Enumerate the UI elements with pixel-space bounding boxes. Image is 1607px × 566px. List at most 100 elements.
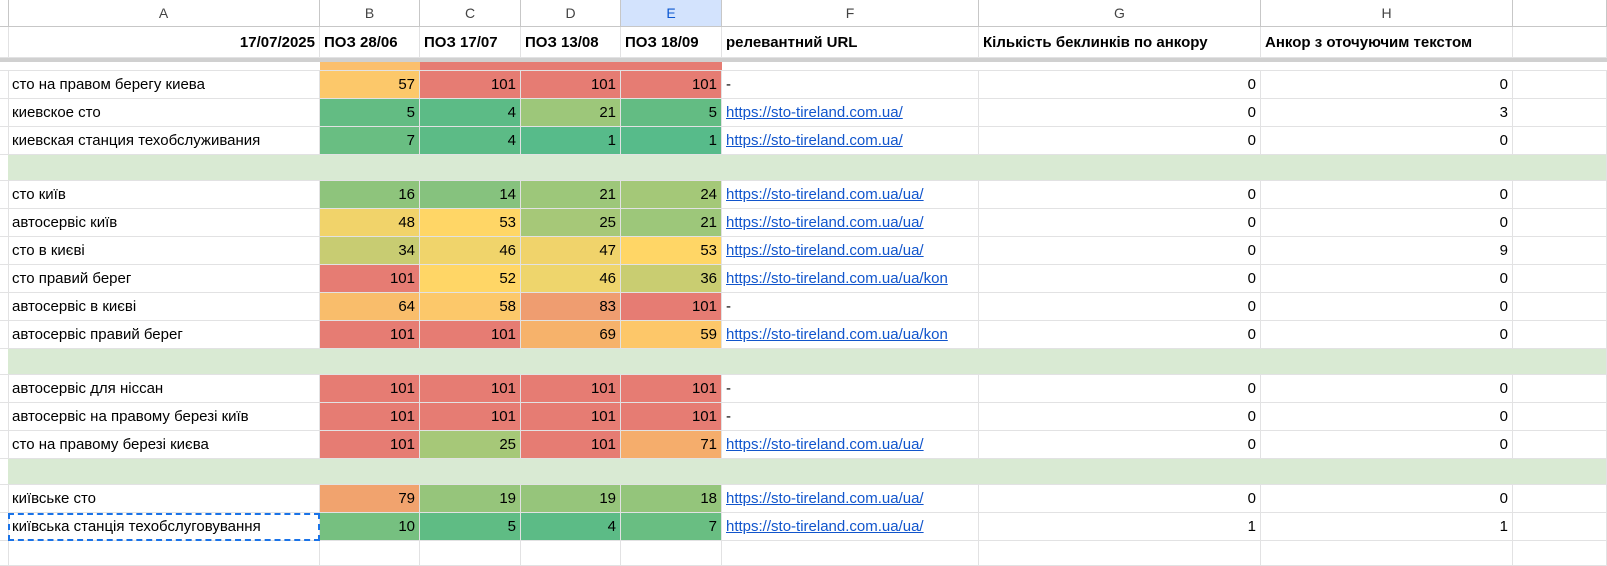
position-cell[interactable]: 7 [621,513,722,541]
anchor-cell[interactable]: 1 [1261,513,1513,541]
column-header[interactable]: H [1261,0,1513,27]
url-cell[interactable]: https://sto-tireland.com.ua/ua/ [722,237,979,265]
anchor-cell[interactable]: 0 [1261,485,1513,513]
position-cell[interactable]: 1 [621,127,722,155]
url-link[interactable]: https://sto-tireland.com.ua/ua/ [726,490,924,507]
anchor-cell[interactable]: 3 [1261,99,1513,127]
url-cell[interactable]: https://sto-tireland.com.ua/ [722,99,979,127]
position-cell[interactable]: 79 [320,485,420,513]
keyword-cell[interactable]: сто на правому березі києва [8,431,320,459]
position-cell[interactable]: 10 [320,513,420,541]
backlinks-cell[interactable]: 1 [979,513,1261,541]
url-cell[interactable]: https://sto-tireland.com.ua/ua/ [722,209,979,237]
position-cell[interactable]: 53 [420,209,521,237]
position-cell[interactable]: 21 [521,181,621,209]
keyword-cell[interactable]: автосервіс на правому березі київ [8,403,320,431]
column-header[interactable]: G [979,0,1261,27]
column-header[interactable]: B [320,0,420,27]
position-cell[interactable]: 21 [621,209,722,237]
anchor-cell[interactable]: 0 [1261,431,1513,459]
url-cell[interactable]: - [722,293,979,321]
url-cell[interactable]: https://sto-tireland.com.ua/ua/kon [722,265,979,293]
position-cell[interactable]: 36 [621,265,722,293]
position-cell[interactable]: 5 [320,99,420,127]
position-cell[interactable]: 16 [320,181,420,209]
backlinks-cell[interactable]: 0 [979,293,1261,321]
column-header[interactable]: F [722,0,979,27]
url-link[interactable]: https://sto-tireland.com.ua/ua/kon [726,270,948,287]
anchor-cell[interactable]: 0 [1261,181,1513,209]
backlinks-cell[interactable]: 0 [979,209,1261,237]
position-cell[interactable]: 101 [320,431,420,459]
anchor-cell[interactable]: 0 [1261,127,1513,155]
url-cell[interactable]: https://sto-tireland.com.ua/ [722,127,979,155]
anchor-cell[interactable]: 0 [1261,321,1513,349]
position-cell[interactable]: 64 [320,293,420,321]
position-cell[interactable]: 101 [621,403,722,431]
position-cell[interactable]: 101 [420,403,521,431]
position-cell[interactable]: 1 [521,127,621,155]
position-cell[interactable]: 4 [420,99,521,127]
position-cell[interactable]: 101 [521,431,621,459]
position-cell[interactable]: 4 [420,127,521,155]
position-cell[interactable]: 14 [420,181,521,209]
position-cell[interactable]: 59 [621,321,722,349]
position-cell[interactable]: 7 [320,127,420,155]
position-cell[interactable]: 5 [420,513,521,541]
position-cell[interactable]: 46 [420,237,521,265]
position-cell[interactable]: 101 [420,375,521,403]
position-cell[interactable]: 34 [320,237,420,265]
position-cell[interactable]: 5 [621,99,722,127]
backlinks-cell[interactable]: 0 [979,71,1261,99]
url-cell[interactable]: - [722,403,979,431]
position-cell[interactable]: 71 [621,431,722,459]
url-cell[interactable]: https://sto-tireland.com.ua/ua/ [722,181,979,209]
position-cell[interactable]: 101 [621,375,722,403]
keyword-cell[interactable]: киевское сто [8,99,320,127]
url-cell[interactable]: - [722,71,979,99]
position-cell[interactable]: 48 [320,209,420,237]
position-cell[interactable]: 4 [521,513,621,541]
anchor-cell[interactable]: 0 [1261,375,1513,403]
keyword-cell[interactable]: сто в києві [8,237,320,265]
keyword-cell[interactable]: автосервіс для ніссан [8,375,320,403]
backlinks-cell[interactable]: 0 [979,181,1261,209]
position-cell[interactable]: 57 [320,71,420,99]
url-link[interactable]: https://sto-tireland.com.ua/ua/ [726,186,924,203]
keyword-cell[interactable]: сто київ [8,181,320,209]
position-cell[interactable]: 19 [420,485,521,513]
anchor-cell[interactable]: 9 [1261,237,1513,265]
url-link[interactable]: https://sto-tireland.com.ua/ua/ [726,214,924,231]
anchor-cell[interactable]: 0 [1261,265,1513,293]
position-cell[interactable]: 46 [521,265,621,293]
backlinks-cell[interactable]: 0 [979,127,1261,155]
url-link[interactable]: https://sto-tireland.com.ua/ua/ [726,518,924,535]
backlinks-cell[interactable]: 0 [979,375,1261,403]
keyword-cell[interactable]: киевская станция техобслуживания [8,127,320,155]
backlinks-cell[interactable]: 0 [979,431,1261,459]
backlinks-cell[interactable]: 0 [979,403,1261,431]
url-cell[interactable]: https://sto-tireland.com.ua/ua/ [722,431,979,459]
position-cell[interactable]: 101 [521,403,621,431]
position-cell[interactable]: 83 [521,293,621,321]
column-header[interactable]: C [420,0,521,27]
position-cell[interactable]: 25 [420,431,521,459]
anchor-cell[interactable]: 0 [1261,209,1513,237]
position-cell[interactable]: 101 [521,71,621,99]
backlinks-cell[interactable]: 0 [979,265,1261,293]
position-cell[interactable]: 101 [320,321,420,349]
anchor-cell[interactable]: 0 [1261,293,1513,321]
backlinks-cell[interactable]: 0 [979,99,1261,127]
column-header[interactable]: A [8,0,320,27]
url-link[interactable]: https://sto-tireland.com.ua/ua/ [726,242,924,259]
column-header[interactable]: D [521,0,621,27]
position-cell[interactable]: 25 [521,209,621,237]
keyword-cell[interactable]: київська станція техобслуговування [8,513,320,541]
position-cell[interactable]: 52 [420,265,521,293]
position-cell[interactable]: 47 [521,237,621,265]
url-cell[interactable]: https://sto-tireland.com.ua/ua/kon [722,321,979,349]
backlinks-cell[interactable]: 0 [979,237,1261,265]
position-cell[interactable]: 21 [521,99,621,127]
position-cell[interactable]: 101 [621,293,722,321]
keyword-cell[interactable]: автосервіс в києві [8,293,320,321]
